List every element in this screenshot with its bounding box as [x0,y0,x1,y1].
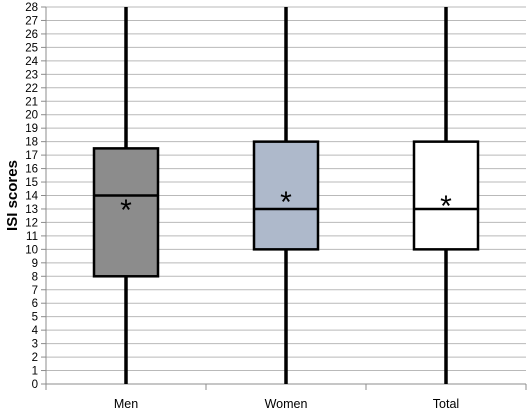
box-women: * [252,7,320,384]
iqr-box [412,140,480,251]
box-series: * * * [92,7,480,384]
y-tick-label: 10 [25,244,38,256]
y-tick-label: 17 [25,150,38,162]
y-tick-label: 23 [25,69,38,81]
x-category-label: Men [114,397,138,410]
y-tick-label: 26 [25,29,38,41]
y-tick-label: 5 [32,312,38,324]
y-tick-label: 6 [32,298,38,310]
y-tick-label: 21 [25,96,38,108]
y-tick-label: 4 [32,325,39,337]
y-tick-label: 12 [25,217,38,229]
y-tick-label: 22 [25,83,38,95]
iqr-box [252,140,320,251]
y-tick-label: 19 [25,123,38,135]
y-tick-label: 20 [25,110,38,122]
y-tick-label: 18 [25,137,38,149]
x-category-label: Total [433,397,459,410]
y-tick-label: 1 [32,366,38,378]
y-tick-label: 3 [32,339,38,351]
y-tick-label: 27 [25,15,38,27]
y-axis-title: ISI scores [4,160,21,231]
y-tick-label: 2 [32,352,38,364]
y-tick-label: 11 [26,231,38,243]
y-tick-label: 15 [25,177,38,189]
x-axis-categories: Men Women Total [45,384,527,410]
mean-marker: * [280,186,292,219]
y-tick-label: 8 [32,271,38,283]
y-tick-label: 13 [25,204,38,216]
iqr-box [92,147,160,278]
y-tick-label: 0 [32,379,38,391]
y-tick-label: 9 [32,258,38,270]
y-tick-label: 14 [25,191,38,203]
y-tick-label: 28 [25,2,38,14]
box-total: * [412,7,480,384]
y-tick-label: 16 [25,164,38,176]
y-tick-label: 24 [25,56,38,68]
box-men: * [92,7,160,384]
x-category-label: Women [265,397,308,410]
mean-marker: * [120,194,132,227]
y-tick-label: 25 [25,42,38,54]
y-tick-label: 7 [32,285,38,297]
mean-marker: * [440,190,452,223]
